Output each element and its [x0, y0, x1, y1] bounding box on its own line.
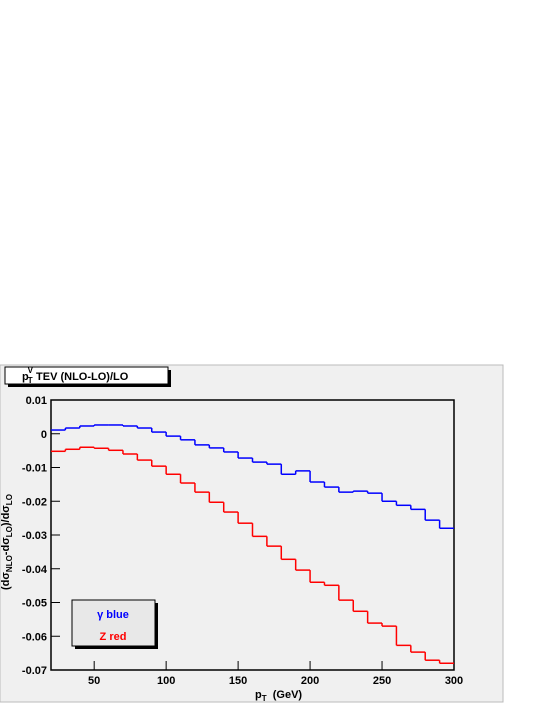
y-tick-label: -0.01 [22, 463, 47, 475]
chart-title: pTV TEV (NLO-LO)/LO [22, 366, 129, 385]
title-box [4, 366, 169, 385]
y-tick-label: -0.06 [22, 631, 47, 643]
y-label-sub: NLO [5, 555, 14, 572]
title-sup: V [28, 366, 34, 375]
x-tick-label: 300 [445, 675, 463, 687]
y-tick-label: -0.02 [22, 496, 47, 508]
x-label-text: (GeV) [267, 689, 303, 701]
x-tick-label: 100 [157, 675, 175, 687]
y-tick-label: 0 [41, 429, 47, 441]
x-tick-label: 150 [229, 675, 247, 687]
y-tick-label: -0.04 [22, 564, 48, 576]
y-label-text: -dσ [0, 537, 12, 555]
title-text: p [22, 371, 29, 383]
y-label-sub: LO [5, 526, 14, 537]
y-tick-label: 0.01 [26, 395, 47, 407]
y-label-sub: LO [5, 494, 14, 505]
title-text: TEV (NLO-LO)/LO [33, 371, 129, 383]
y-label-text: (dσ [0, 572, 12, 590]
y-tick-label: -0.03 [22, 530, 47, 542]
x-tick-label: 50 [88, 675, 100, 687]
legend-label: Z red [100, 631, 127, 643]
x-label-text: p [255, 689, 262, 701]
y-axis-label: (dσNLO-dσLO)/dσLO [0, 494, 14, 590]
title-sub: T [28, 376, 33, 385]
legend-label: γ blue [97, 609, 129, 621]
y-tick-label: -0.07 [22, 665, 47, 677]
x-label-sub: T [262, 694, 267, 703]
x-tick-label: 250 [373, 675, 391, 687]
x-axis-label: pT (GeV) [255, 689, 302, 703]
legend [71, 599, 156, 647]
y-label-text: )/dσ [0, 505, 12, 526]
y-tick-label: -0.05 [22, 598, 47, 610]
x-tick-label: 200 [301, 675, 319, 687]
